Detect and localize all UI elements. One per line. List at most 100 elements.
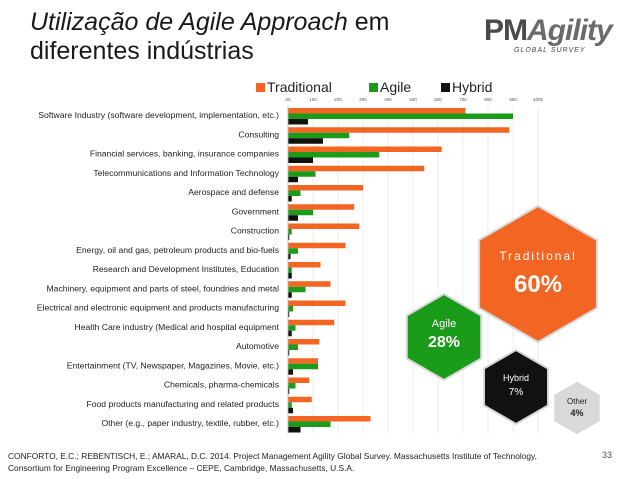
- slide-title: Utilização de Agile Approach em diferent…: [30, 8, 389, 66]
- bar-hybrid: [288, 138, 323, 144]
- bar-hybrid: [288, 427, 301, 433]
- bar-hybrid: [288, 292, 292, 298]
- bar-hybrid: [288, 330, 292, 337]
- bar-agile: [288, 286, 306, 293]
- category-label: Food products manufacturing and related …: [86, 399, 279, 409]
- bar-traditional: [288, 339, 320, 345]
- hexagon-value-traditional: 60%: [514, 271, 562, 298]
- bar-traditional: [288, 108, 466, 114]
- bar-traditional: [288, 319, 335, 326]
- category-label: Aerospace and defense: [188, 187, 279, 197]
- category-label: Software Industry (software development,…: [38, 110, 279, 120]
- x-tick-label: 1000: [533, 97, 544, 102]
- hexagon-agile: [405, 292, 483, 382]
- bar-traditional: [288, 377, 310, 383]
- bar-hybrid: [288, 407, 293, 414]
- bar-hybrid: [288, 350, 290, 356]
- bar-agile: [288, 306, 293, 312]
- hexagon-other: [554, 381, 600, 435]
- hexagon-value-hybrid: 7%: [509, 387, 524, 398]
- bar-traditional: [288, 223, 360, 229]
- bar-traditional: [288, 300, 346, 306]
- bar-agile: [288, 190, 301, 196]
- bar-hybrid: [288, 176, 298, 183]
- bar-traditional: [288, 146, 442, 152]
- title-rest: em: [347, 8, 390, 36]
- bar-agile: [288, 267, 292, 273]
- category-label: Telecommunications and Information Techn…: [93, 168, 279, 178]
- bar-agile: [288, 344, 298, 350]
- pmagility-logo: PMAgility GLOBAL SURVEY: [484, 14, 614, 64]
- x-tick-label: 600: [434, 97, 442, 102]
- title-line2: diferentes indústrias: [30, 37, 254, 65]
- bar-traditional: [288, 185, 363, 191]
- bar-hybrid: [288, 157, 313, 163]
- bar-traditional: [288, 281, 331, 287]
- category-label: Health Care industry (Medical and hospit…: [75, 322, 280, 332]
- bar-agile: [288, 421, 331, 427]
- bar-hybrid: [288, 273, 292, 279]
- bar-agile: [288, 383, 296, 389]
- bar-agile: [288, 325, 296, 331]
- legend-label-hybrid: Hybrid: [452, 79, 493, 95]
- hexagon-value-agile: 28%: [428, 334, 460, 351]
- bar-agile: [288, 229, 292, 235]
- hexagon-traditional: [478, 204, 598, 344]
- legend-traditional: Traditional: [256, 79, 332, 95]
- category-label: Energy, oil and gas, petroleum products …: [76, 245, 279, 255]
- x-tick-label: 00: [285, 97, 291, 102]
- bar-agile: [288, 113, 513, 119]
- bar-traditional: [288, 165, 425, 172]
- bar-agile: [288, 209, 313, 216]
- category-label: Automotive: [236, 341, 279, 351]
- bar-hybrid: [288, 388, 290, 394]
- citation-footer: CONFORTO, E.C.; REBENTISCH, E.; AMARAL, …: [8, 450, 588, 474]
- hexagon-hybrid: [483, 348, 549, 426]
- bar-hybrid: [288, 196, 292, 202]
- category-label: Construction: [231, 226, 279, 236]
- bar-hybrid: [288, 369, 293, 375]
- footer-line2: Consortium for Engineering Program Excel…: [8, 463, 355, 473]
- bar-traditional: [288, 358, 318, 364]
- title-italic: Utilização de Agile Approach: [30, 8, 348, 36]
- legend-hybrid: Hybrid: [441, 79, 492, 95]
- bar-agile: [288, 248, 298, 254]
- logo-subtitle: GLOBAL SURVEY: [514, 47, 586, 54]
- legend-agile: Agile: [369, 79, 411, 95]
- x-tick-label: 900: [509, 97, 517, 102]
- page-number: 33: [601, 450, 612, 460]
- hexagon-label-traditional: Traditional: [499, 249, 577, 263]
- bar-agile: [288, 402, 292, 408]
- bar-agile: [288, 363, 318, 370]
- x-tick-label: 500: [409, 97, 417, 102]
- category-label: Electrical and electronic equipment and …: [37, 303, 279, 313]
- category-label: Other (e.g., paper industry, textile, ru…: [101, 418, 279, 428]
- x-tick-label: 300: [359, 97, 367, 102]
- x-tick-label: 700: [459, 97, 467, 102]
- category-label: Entertainment (TV, Newspaper, Magazines,…: [67, 360, 279, 370]
- logo-pm: PM: [484, 14, 528, 47]
- category-label: Chemicals, pharma-chemicals: [164, 380, 279, 390]
- hexagon-label-hybrid: Hybrid: [503, 373, 529, 383]
- x-tick-label: 100: [309, 97, 317, 102]
- hexagon-value-other: 4%: [570, 408, 583, 418]
- bar-traditional: [288, 416, 371, 422]
- legend-swatch-hybrid: [441, 83, 450, 92]
- logo-agility: Agility: [527, 14, 613, 47]
- bar-hybrid: [288, 119, 308, 125]
- bar-traditional: [288, 262, 321, 268]
- bar-traditional: [288, 127, 510, 133]
- category-label: Consulting: [238, 129, 279, 139]
- category-label: Government: [232, 206, 280, 216]
- x-tick-label: 400: [384, 97, 392, 102]
- category-label: Financial services, banking, insurance c…: [90, 149, 279, 159]
- category-label: Research and Development Institutes, Edu…: [93, 264, 280, 274]
- legend-label-agile: Agile: [380, 79, 412, 95]
- legend-swatch-agile: [369, 83, 378, 92]
- bar-traditional: [288, 204, 355, 210]
- bar-hybrid: [288, 215, 298, 221]
- x-tick-label: 800: [484, 97, 492, 102]
- bar-traditional: [288, 242, 346, 249]
- hexagon-label-other: Other: [567, 397, 587, 406]
- legend-swatch-traditional: [256, 83, 265, 92]
